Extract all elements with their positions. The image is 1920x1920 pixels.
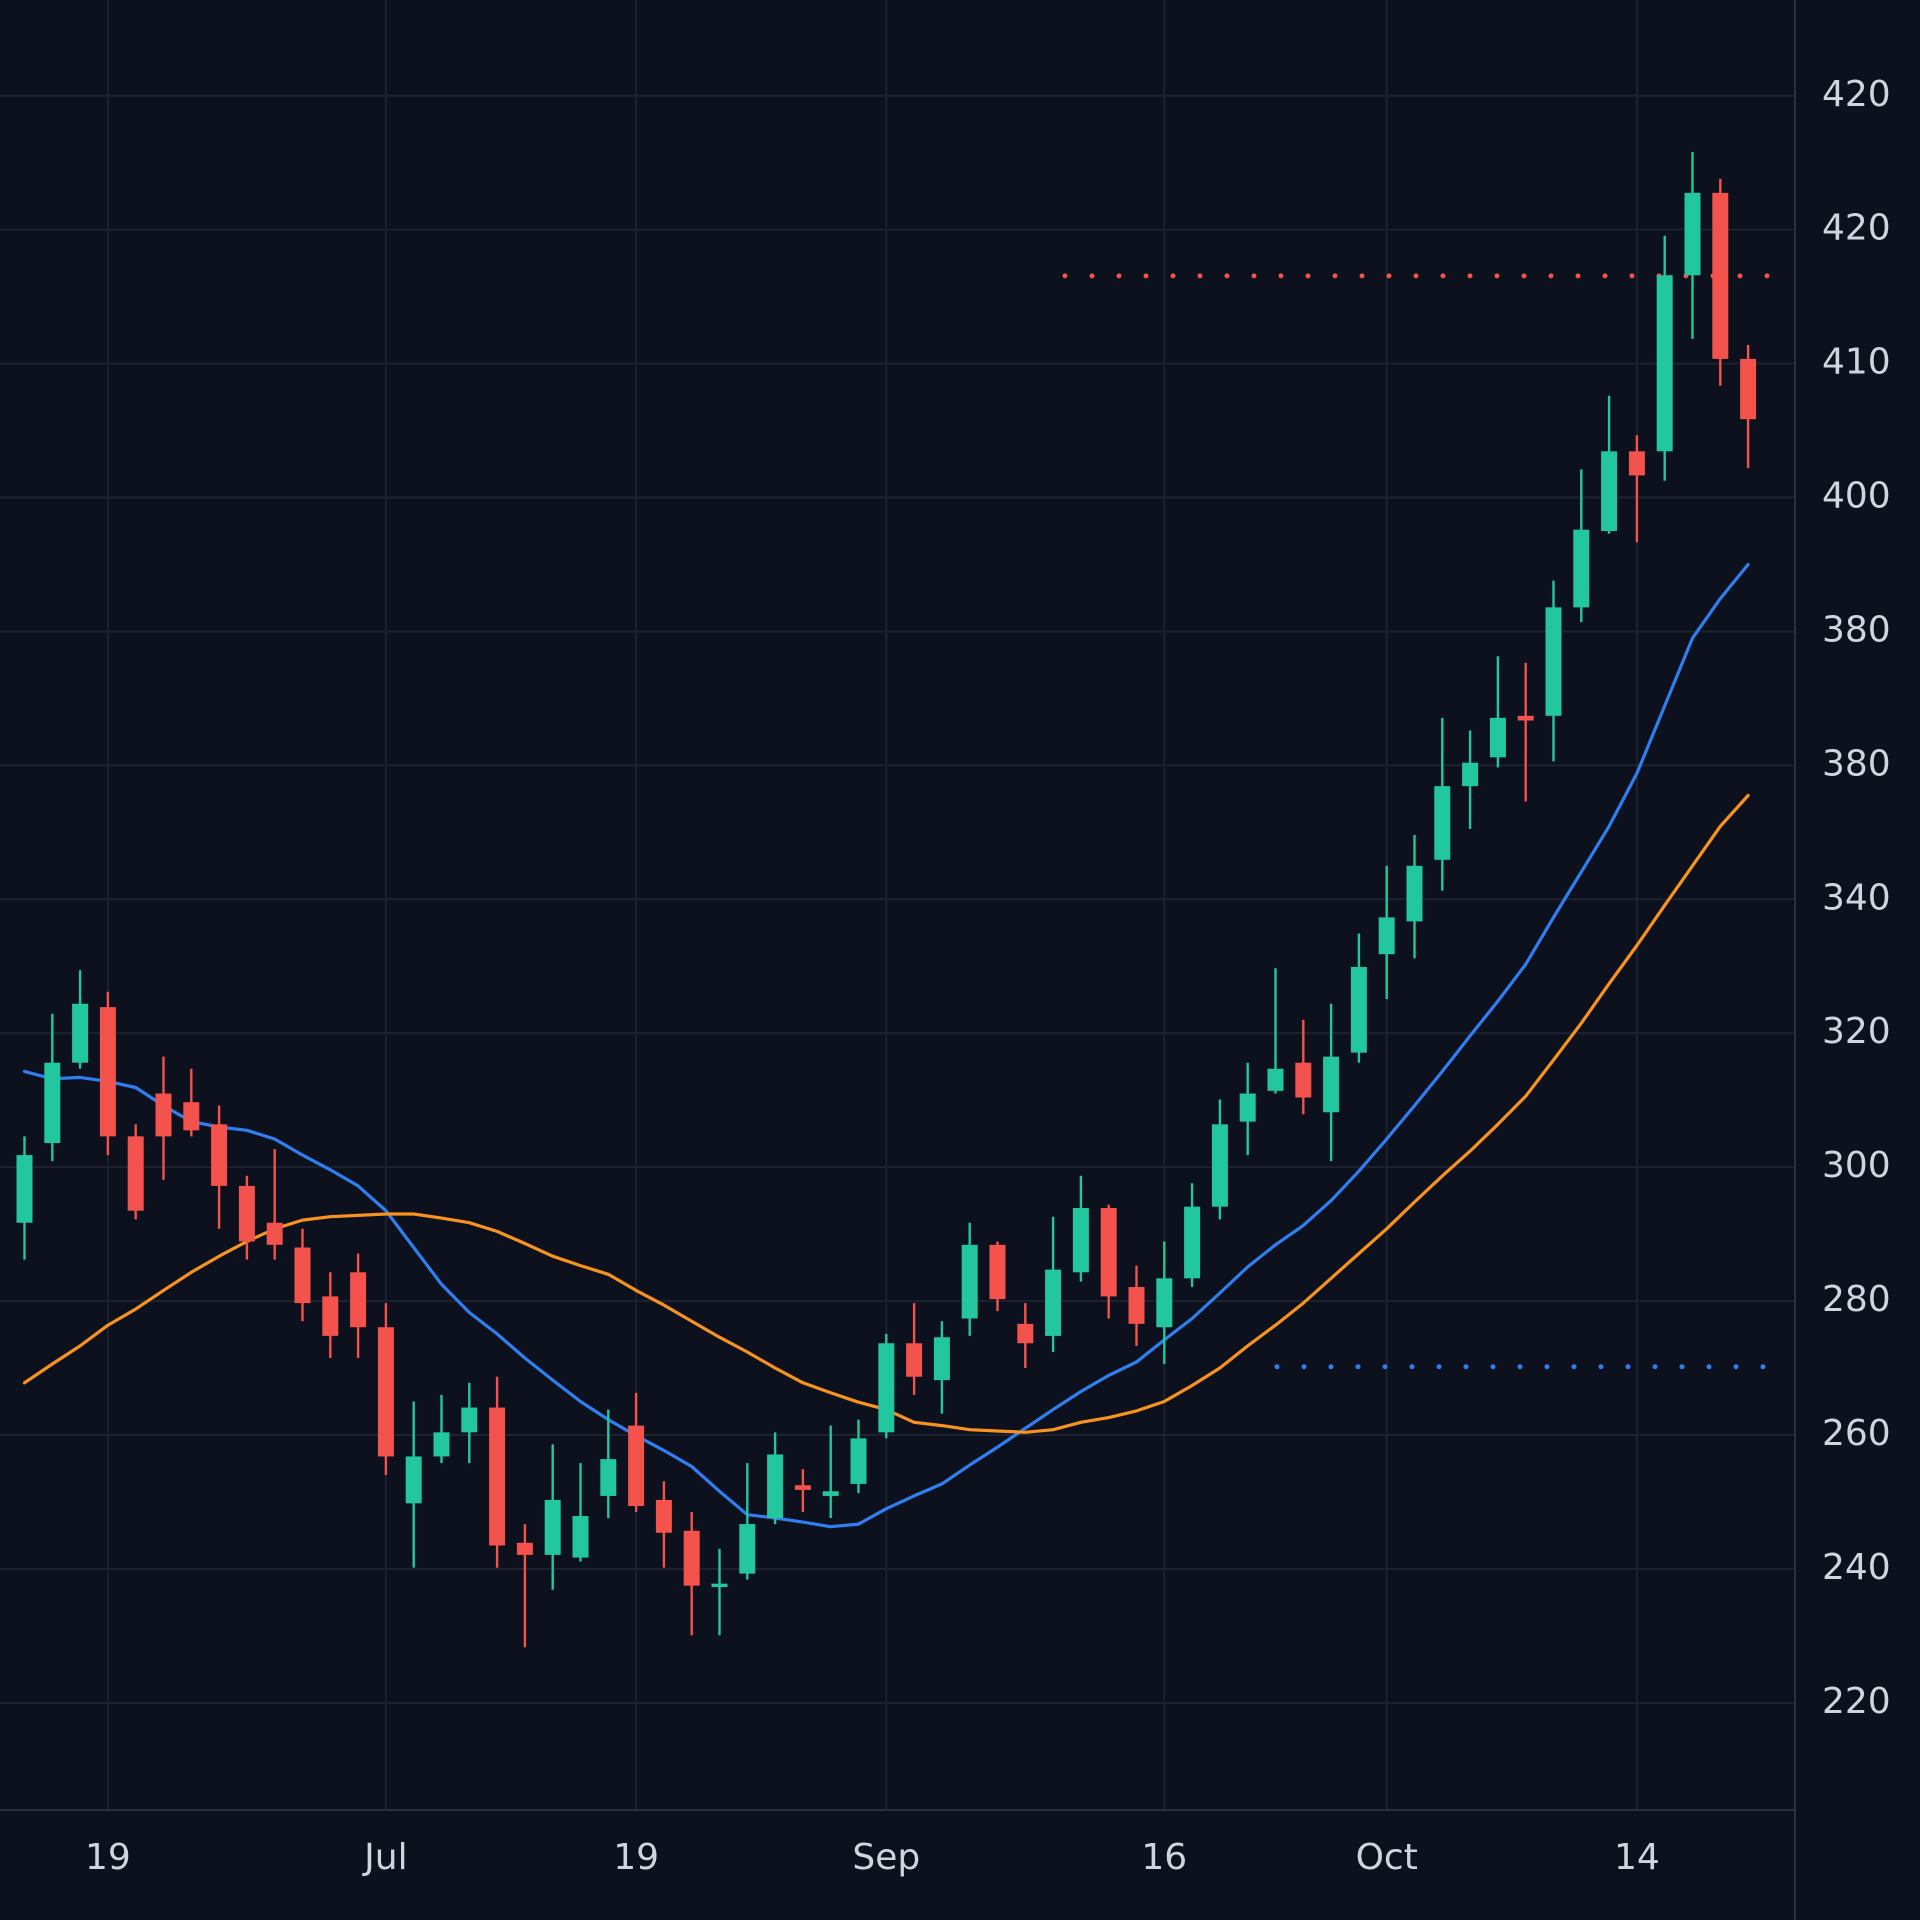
y-tick-label: 240 <box>1822 1547 1891 1588</box>
x-tick-label: 16 <box>1141 1837 1187 1878</box>
candle-body <box>961 1244 978 1319</box>
candle-body <box>1656 275 1673 452</box>
candle-body <box>1128 1287 1145 1324</box>
candle-body <box>16 1155 33 1223</box>
candle-body <box>127 1136 144 1211</box>
candle-body <box>850 1438 867 1484</box>
y-tick-label: 400 <box>1822 476 1891 517</box>
candle-body <box>1350 966 1367 1053</box>
candle-body <box>1017 1323 1034 1344</box>
candle-body <box>1045 1269 1062 1336</box>
candle-body <box>1489 717 1506 758</box>
candle-body <box>1628 451 1645 476</box>
candle-body <box>822 1491 839 1496</box>
y-tick-label: 420 <box>1822 208 1891 249</box>
candle-body <box>1100 1208 1117 1297</box>
candle-body <box>572 1516 589 1558</box>
axis-labels: 420 420 410 400 380 380 340 320 300 280 260 240 220 1… <box>85 74 1891 1878</box>
candle-body <box>183 1102 200 1131</box>
y-tick-label: 420 <box>1822 74 1891 115</box>
y-tick-label: 280 <box>1822 1279 1891 1320</box>
candle-body <box>906 1343 923 1377</box>
candle-body <box>266 1222 283 1245</box>
x-tick-label: Jul <box>362 1837 407 1878</box>
candle-body <box>794 1485 811 1490</box>
candle-body <box>1378 917 1395 955</box>
candle-body <box>1434 786 1451 860</box>
candle-body <box>655 1499 672 1533</box>
candle-body <box>1740 358 1757 420</box>
candle-body <box>99 1007 116 1137</box>
candle-body <box>1573 529 1590 608</box>
candle-body <box>1601 451 1618 532</box>
candle-body <box>1295 1062 1312 1098</box>
candle-body <box>544 1499 561 1555</box>
y-tick-label: 300 <box>1822 1145 1891 1186</box>
candle-body <box>1462 762 1479 787</box>
candle-body <box>44 1062 61 1144</box>
candle-body <box>600 1459 617 1496</box>
candle-body <box>683 1530 700 1586</box>
candle-body <box>72 1003 89 1063</box>
candle-body <box>516 1542 533 1555</box>
candle-body <box>211 1124 228 1186</box>
candle-body <box>1545 607 1562 716</box>
candle-body <box>377 1327 394 1457</box>
candle-body <box>1184 1206 1201 1279</box>
candles <box>16 152 1757 1648</box>
y-tick-label: 260 <box>1822 1413 1891 1454</box>
candle-body <box>933 1337 950 1381</box>
y-tick-label: 320 <box>1822 1011 1891 1052</box>
candle-body <box>1156 1278 1173 1328</box>
candle-body <box>711 1583 728 1588</box>
x-tick-label: Sep <box>852 1837 920 1878</box>
candle-body <box>878 1343 895 1433</box>
candle-body <box>1267 1068 1284 1091</box>
candle-body <box>628 1425 645 1506</box>
candle-body <box>739 1524 756 1574</box>
grid <box>0 0 1795 1810</box>
candle-body <box>294 1247 311 1304</box>
candle-body <box>433 1432 450 1457</box>
candle-body <box>1323 1056 1340 1113</box>
candle-body <box>238 1185 255 1242</box>
candle-body <box>489 1407 506 1546</box>
candle-body <box>989 1244 1006 1300</box>
x-tick-label: 19 <box>85 1837 131 1878</box>
y-tick-label: 380 <box>1822 743 1891 784</box>
y-tick-label: 340 <box>1822 877 1891 918</box>
candle-body <box>405 1456 422 1504</box>
candle-body <box>1684 192 1701 276</box>
moving-average-line <box>22 562 1750 1529</box>
candle-body <box>322 1296 339 1336</box>
y-tick-label: 380 <box>1822 609 1891 650</box>
candle-body <box>1406 865 1423 922</box>
candle-body <box>767 1454 784 1519</box>
candle-body <box>461 1407 478 1433</box>
x-tick-label: 14 <box>1614 1837 1660 1878</box>
candle-body <box>1517 715 1534 721</box>
candle-body <box>1072 1208 1089 1273</box>
candle-body <box>1211 1124 1228 1207</box>
candle-body <box>155 1093 172 1137</box>
x-tick-label: 19 <box>613 1837 659 1878</box>
candle-body <box>1712 192 1729 359</box>
y-tick-label: 410 <box>1822 342 1891 383</box>
x-tick-label: Oct <box>1356 1837 1418 1878</box>
candle-body <box>350 1272 367 1328</box>
candle-body <box>1239 1093 1256 1122</box>
y-tick-label: 220 <box>1822 1681 1891 1722</box>
